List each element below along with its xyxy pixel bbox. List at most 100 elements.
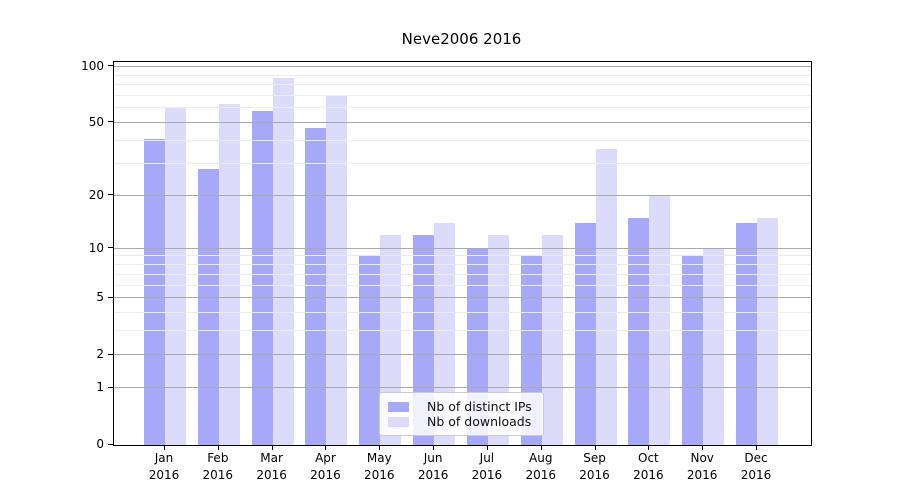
y-tick-mark (108, 121, 113, 123)
legend-item: Nb of downloads (388, 414, 535, 429)
x-tick-year: 2016 (525, 468, 556, 482)
bar-distinct-ips-feb (197, 169, 219, 445)
bar-downloads-jun (434, 223, 456, 445)
x-tick-month: Mar (260, 451, 283, 465)
x-tick-year: 2016 (363, 468, 395, 482)
bar-distinct-ips-dec (736, 223, 758, 445)
bar-distinct-ips-mar (251, 111, 273, 445)
x-tick-mark (164, 445, 165, 450)
plot-area (113, 61, 812, 446)
minor-gridline (114, 107, 811, 109)
minor-gridline (114, 312, 811, 314)
x-tick-mark (540, 445, 542, 450)
x-tick-month: Jul (479, 451, 495, 465)
x-tick-month: Nov (690, 451, 714, 465)
x-tick-month: Feb (207, 451, 229, 465)
y-tick-label: 20 (88, 187, 104, 202)
y-tick-mark (108, 194, 113, 196)
x-tick-mark (379, 445, 381, 450)
minor-gridline (114, 255, 811, 257)
bar-distinct-ips-sep (574, 223, 596, 445)
x-tick-label: Mar 2016 (240, 450, 304, 484)
x-tick-year: 2016 (148, 468, 180, 482)
y-tick-label: 50 (88, 114, 104, 129)
bar-downloads-jan (165, 106, 186, 445)
x-tick-mark (702, 445, 704, 450)
x-tick-label: Oct 2016 (616, 450, 680, 484)
chart-title: Neve2006 2016 (401, 30, 522, 48)
major-gridline (114, 66, 811, 67)
x-tick-year: 2016 (686, 468, 718, 482)
y-tick-mark (108, 65, 113, 67)
major-gridline (114, 354, 811, 356)
bar-downloads-dec (757, 217, 779, 445)
minor-gridline (114, 273, 811, 275)
x-tick-mark (756, 445, 758, 450)
minor-gridline (114, 74, 811, 76)
x-tick-mark (325, 445, 327, 450)
x-tick-label: Dec 2016 (724, 450, 788, 484)
x-tick-mark (648, 445, 650, 450)
x-tick-year: 2016 (417, 468, 449, 482)
bar-distinct-ips-nov (682, 256, 704, 445)
x-tick-year: 2016 (471, 468, 503, 482)
x-tick-label: Jun 2016 (401, 450, 465, 484)
legend: Nb of distinct IPs Nb of downloads (379, 392, 544, 436)
x-tick-mark (486, 445, 488, 450)
x-tick-year: 2016 (310, 468, 341, 482)
x-tick-year: 2016 (256, 468, 287, 482)
y-tick-mark (108, 443, 113, 445)
x-tick-label: Jul 2016 (455, 450, 519, 484)
x-tick-label: Nov 2016 (670, 450, 734, 484)
legend-label: Nb of distinct IPs (427, 399, 532, 414)
x-tick-year: 2016 (633, 468, 664, 482)
bar-downloads-apr (326, 95, 348, 445)
y-tick-label: 1 (96, 380, 104, 395)
y-tick-label: 100 (81, 58, 104, 73)
x-tick-month: Jun (423, 451, 443, 465)
x-tick-label: Aug 2016 (509, 450, 573, 484)
y-tick-mark (108, 247, 113, 249)
x-tick-label: Apr 2016 (293, 450, 357, 484)
major-gridline (114, 194, 811, 196)
bar-downloads-sep (595, 149, 617, 445)
x-tick-label: May 2016 (347, 450, 411, 484)
bar-distinct-ips-jan (144, 138, 165, 445)
bar-distinct-ips-apr (305, 127, 327, 445)
bar-distinct-ips-may (359, 256, 381, 445)
x-tick-month: Sep (583, 451, 606, 465)
x-tick-label: Jan 2016 (132, 450, 196, 484)
x-tick-year: 2016 (740, 468, 772, 482)
x-tick-month: Dec (744, 451, 768, 465)
legend-item: Nb of distinct IPs (388, 399, 535, 414)
minor-gridline (114, 94, 811, 96)
x-tick-year: 2016 (579, 468, 610, 482)
legend-swatch-downloads (388, 416, 409, 427)
y-tick-label: 10 (88, 240, 104, 255)
minor-gridline (114, 139, 811, 141)
major-gridline (114, 297, 811, 299)
major-gridline (114, 387, 811, 389)
legend-swatch-distinct-ips (388, 401, 409, 412)
y-tick-label: 2 (96, 347, 104, 361)
bar-downloads-mar (272, 78, 294, 445)
legend-label: Nb of downloads (427, 414, 532, 429)
x-tick-month: Apr (315, 451, 336, 465)
y-tick-label: 0 (96, 437, 104, 451)
x-tick-month: Oct (638, 451, 659, 465)
minor-gridline (114, 84, 811, 86)
x-tick-year: 2016 (202, 468, 234, 482)
x-tick-mark (271, 445, 273, 450)
bar-downloads-aug (541, 234, 563, 445)
x-tick-month: May (366, 451, 392, 465)
x-tick-mark (594, 445, 596, 450)
minor-gridline (114, 330, 811, 332)
bar-downloads-nov (703, 248, 725, 445)
x-tick-month: Jan (154, 451, 174, 465)
y-tick-mark (108, 296, 113, 298)
minor-gridline (114, 284, 811, 286)
major-gridline (114, 247, 811, 249)
y-tick-mark (108, 386, 113, 388)
x-tick-month: Aug (529, 451, 553, 465)
bar-downloads-oct (649, 195, 671, 445)
